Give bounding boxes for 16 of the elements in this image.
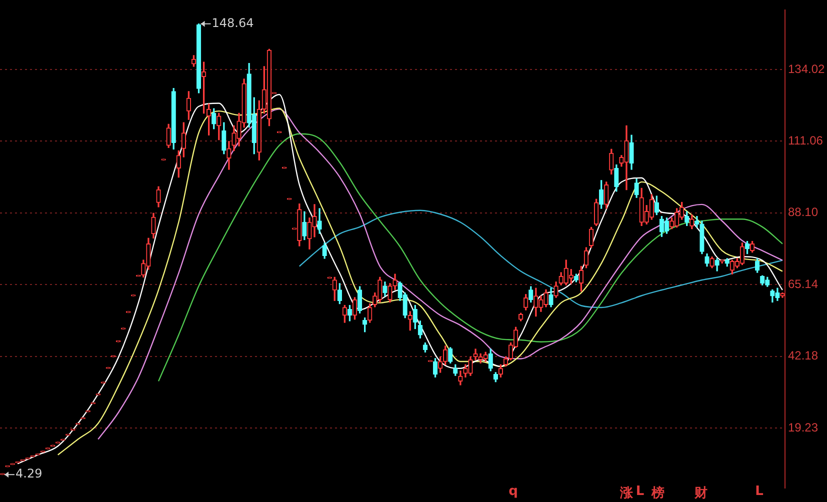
annotation: 榜 <box>652 484 665 502</box>
annotation: 涨 <box>620 485 634 502</box>
annotation: 148.64 <box>212 16 254 30</box>
y-tick-label: 65.14 <box>788 276 818 291</box>
annotation: L <box>636 484 644 499</box>
y-tick-label: 134.02 <box>788 62 826 76</box>
y-tick-label: 19.23 <box>788 420 818 434</box>
y-tick-label: 42.18 <box>788 348 818 363</box>
annotation: L <box>755 484 764 499</box>
y-tick-label: 88.10 <box>788 205 818 220</box>
line-series <box>298 210 784 308</box>
annotation: q <box>508 484 518 499</box>
y-tick-label: 111.06 <box>788 133 824 148</box>
annotation: 财 <box>694 485 708 502</box>
line-series <box>158 133 784 382</box>
annotation: 4.29 <box>16 466 42 481</box>
